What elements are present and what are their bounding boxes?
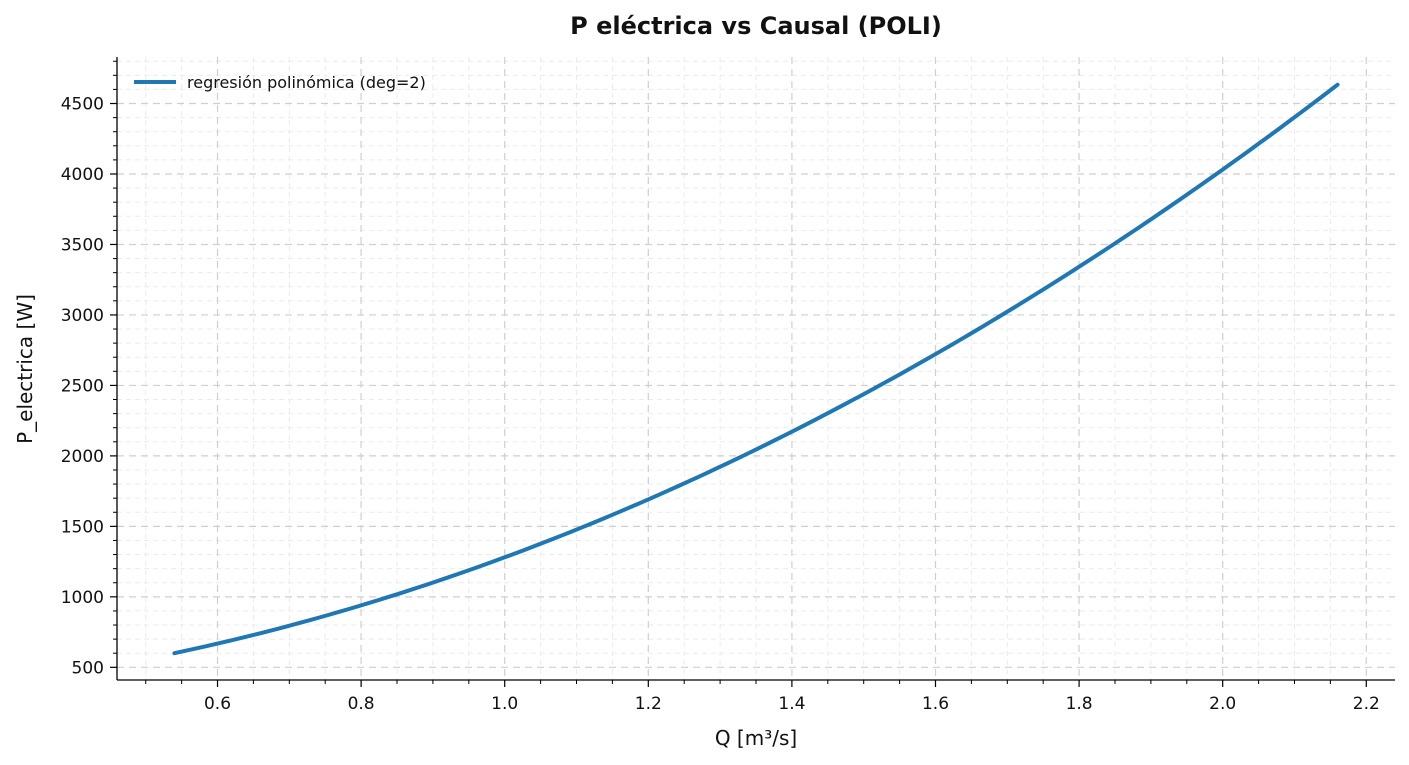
x-ticks: 0.6 0.8 1.0 1.2 1.4 1.6 1.8 2.0 2.2 <box>145 680 1380 714</box>
y-tick-label: 500 <box>72 658 104 678</box>
legend-label: regresión polinómica (deg=2) <box>187 73 426 92</box>
y-tick-label: 1500 <box>61 517 104 537</box>
y-tick-label: 4500 <box>61 95 104 115</box>
x-tick-label: 1.6 <box>922 694 949 714</box>
minor-grid <box>117 57 1395 680</box>
y-tick-label: 3500 <box>61 235 104 255</box>
x-tick-label: 1.8 <box>1066 694 1093 714</box>
y-ticks: 500 1000 1500 2000 2500 3000 3500 4000 4500 <box>61 60 117 678</box>
x-tick-label: 0.6 <box>204 694 231 714</box>
legend: regresión polinómica (deg=2) <box>134 73 426 92</box>
x-tick-label: 2.0 <box>1209 694 1236 714</box>
x-tick-label: 0.8 <box>348 694 375 714</box>
x-tick-label: 1.2 <box>635 694 662 714</box>
x-tick-label: 1.0 <box>491 694 518 714</box>
y-tick-label: 2000 <box>61 447 104 467</box>
x-axis-label: Q [m³/s] <box>715 726 797 750</box>
major-grid <box>117 57 1395 680</box>
y-tick-label: 2500 <box>61 376 104 396</box>
x-tick-label: 2.2 <box>1353 694 1380 714</box>
y-tick-label: 3000 <box>61 306 104 326</box>
chart-title: P eléctrica vs Causal (POLI) <box>570 12 942 40</box>
y-tick-label: 4000 <box>61 165 104 185</box>
series-line-regresion <box>172 82 1340 656</box>
y-tick-label: 1000 <box>61 588 104 608</box>
series-layer <box>172 82 1340 656</box>
x-tick-label: 1.4 <box>778 694 805 714</box>
y-axis-label: P_electrica [W] <box>13 294 37 444</box>
